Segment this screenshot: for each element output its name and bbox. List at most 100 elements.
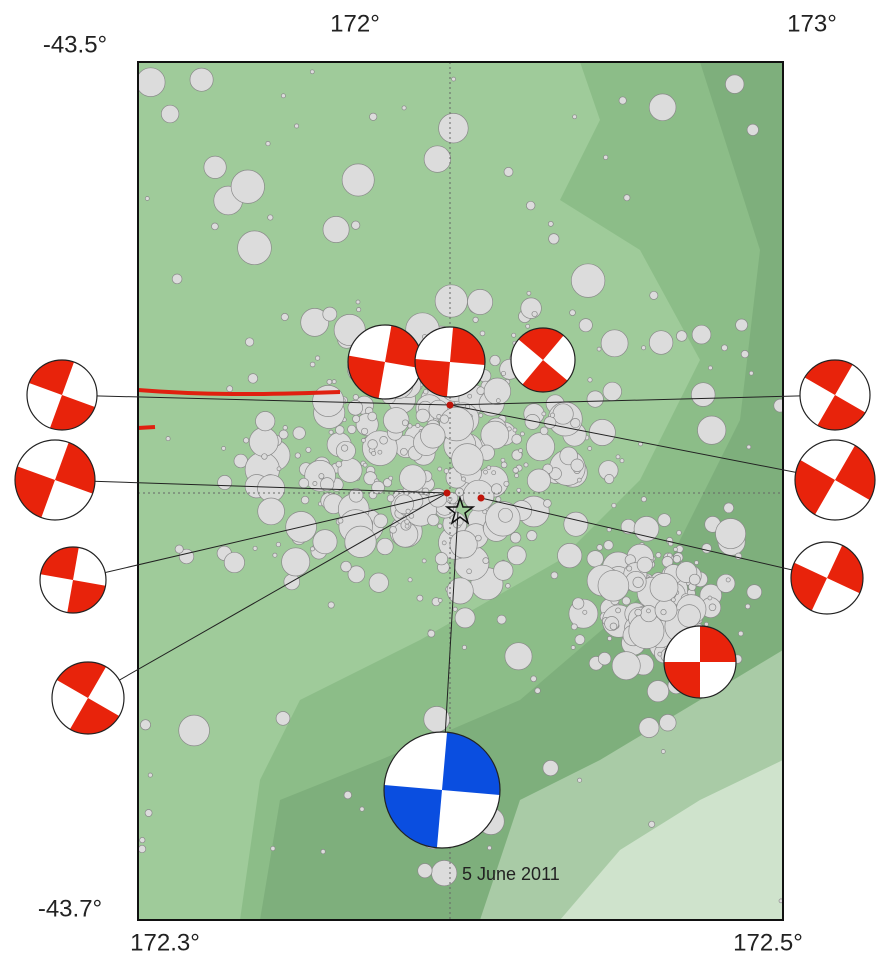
quake — [422, 488, 429, 495]
quake — [633, 577, 643, 587]
beachball — [800, 360, 870, 430]
quake — [513, 468, 519, 474]
quake — [741, 350, 748, 357]
quake — [313, 481, 317, 485]
quake — [634, 516, 659, 541]
quake — [658, 514, 671, 527]
quake — [148, 773, 152, 777]
quake — [656, 553, 661, 558]
quake — [179, 715, 210, 746]
quake — [473, 317, 478, 322]
quake — [564, 512, 588, 536]
quake — [544, 500, 552, 508]
quake — [332, 380, 336, 384]
quake — [277, 467, 281, 471]
quake — [642, 346, 646, 350]
quake — [424, 146, 451, 173]
quake — [598, 570, 629, 601]
quake — [313, 530, 337, 554]
quake — [704, 622, 708, 626]
quake — [578, 778, 582, 782]
quake — [273, 553, 277, 557]
quake — [402, 420, 408, 426]
quake — [747, 585, 762, 600]
quake — [310, 362, 315, 367]
quake — [520, 432, 524, 436]
quake — [442, 541, 446, 545]
quake — [517, 488, 521, 492]
quake — [374, 514, 388, 528]
quake — [708, 366, 712, 370]
quake — [612, 652, 640, 680]
quake — [527, 531, 537, 541]
quake — [673, 555, 680, 562]
quake — [774, 399, 787, 412]
quake — [172, 274, 182, 284]
quake — [526, 433, 554, 461]
quake — [499, 508, 513, 522]
beachball — [795, 440, 875, 520]
quake — [161, 105, 179, 123]
quake — [248, 374, 258, 384]
quake — [612, 503, 616, 507]
quake — [435, 553, 447, 565]
beachball — [52, 662, 124, 734]
beachball — [384, 732, 500, 848]
quake — [588, 447, 592, 451]
quake — [268, 215, 273, 220]
quake — [329, 430, 333, 434]
epicenter — [447, 402, 454, 409]
quake — [341, 445, 347, 451]
quake — [140, 720, 150, 730]
quake — [736, 319, 748, 331]
quake — [243, 438, 248, 443]
event-annotation: 5 June 2011 — [462, 864, 560, 884]
quake — [671, 598, 675, 602]
quake — [281, 94, 285, 98]
quake — [140, 837, 145, 842]
quake — [548, 221, 553, 226]
quake — [504, 481, 509, 486]
quake — [616, 455, 620, 459]
beachball — [348, 325, 422, 399]
quake — [368, 440, 378, 450]
quake — [428, 514, 439, 525]
quake — [535, 688, 541, 694]
quake — [461, 477, 465, 481]
quake — [571, 418, 580, 427]
quake — [262, 454, 268, 460]
quake — [655, 599, 677, 621]
quake — [338, 458, 362, 482]
quake — [676, 331, 687, 342]
quake — [279, 430, 288, 439]
quake — [749, 371, 753, 375]
quake — [571, 264, 605, 298]
quake — [299, 478, 309, 488]
quake — [603, 382, 622, 401]
quake — [438, 598, 442, 602]
quake — [531, 676, 537, 682]
quake — [513, 428, 517, 432]
quake — [526, 201, 535, 210]
quake — [368, 412, 377, 421]
quake — [276, 542, 280, 546]
quake — [616, 608, 621, 613]
quake — [649, 331, 673, 355]
quake — [747, 445, 751, 449]
quake — [452, 444, 484, 476]
quake — [724, 503, 734, 513]
quake — [315, 356, 319, 360]
beachball — [415, 327, 485, 397]
quake — [218, 475, 232, 489]
quake — [348, 425, 356, 433]
quake — [356, 300, 360, 304]
quake — [649, 821, 655, 827]
quake — [310, 70, 314, 74]
quake — [571, 459, 584, 472]
quake — [501, 462, 507, 468]
quake — [352, 221, 360, 229]
quake — [526, 324, 530, 328]
quake — [212, 223, 219, 230]
quake — [353, 395, 358, 400]
quake — [271, 846, 275, 850]
